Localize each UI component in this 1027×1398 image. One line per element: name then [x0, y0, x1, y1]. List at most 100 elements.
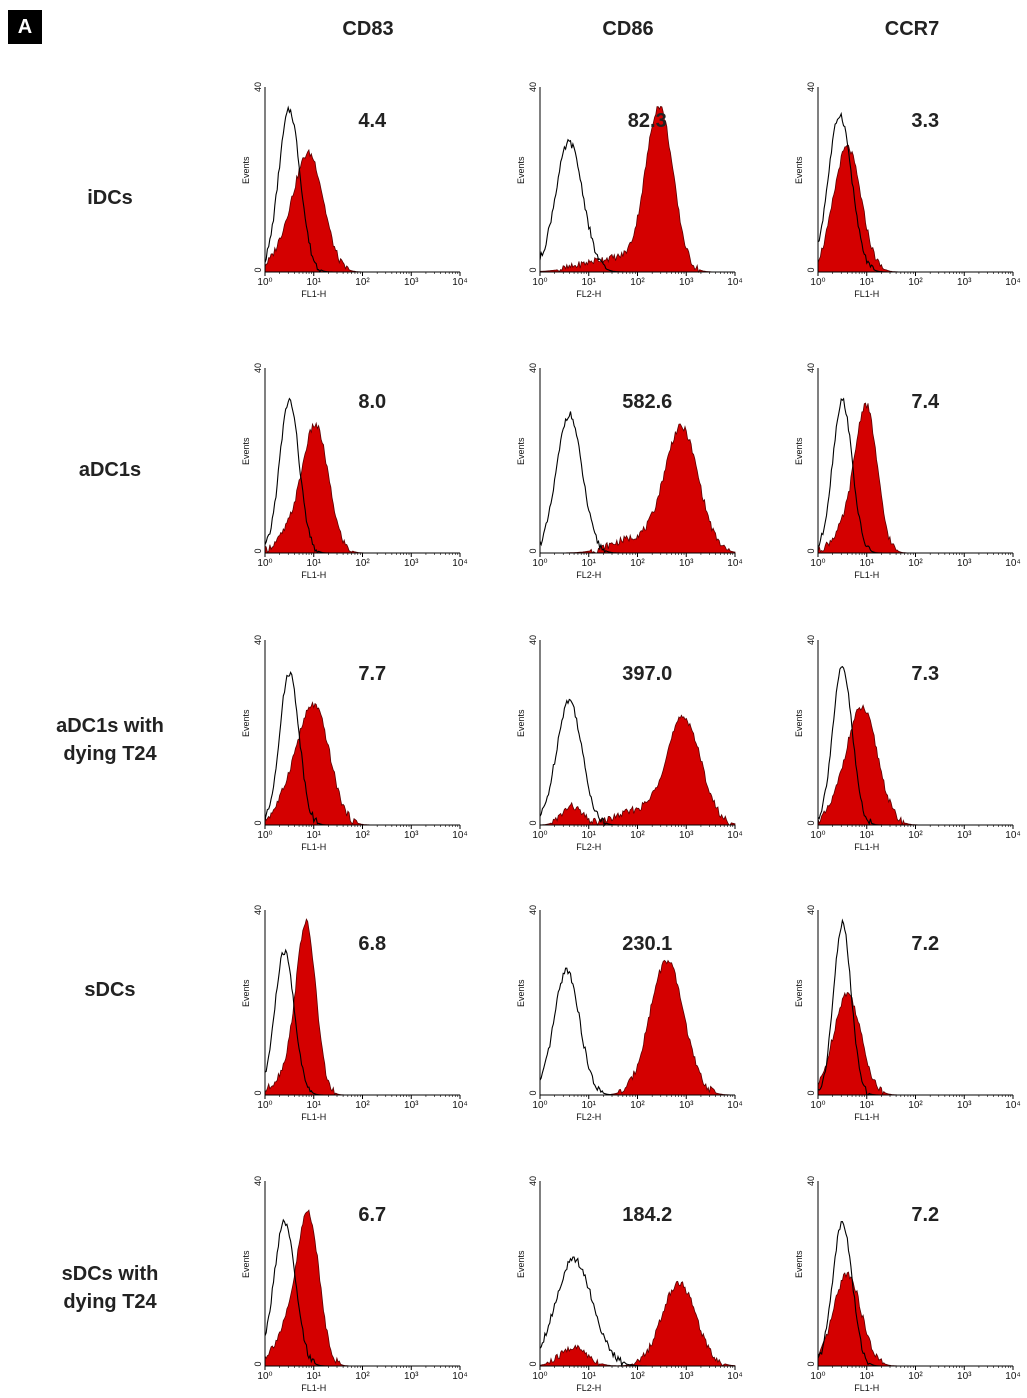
histogram-panel: 10⁰ 10¹ 10² 10³ 10⁴ 40 0 Events FL1-H 7.2 — [794, 1176, 1021, 1393]
stained-histogram — [540, 959, 736, 1096]
x-tick-label: 10³ — [679, 1371, 694, 1382]
histogram-panel: 10⁰ 10¹ 10² 10³ 10⁴ 40 0 Events FL1-H 7.4 — [794, 363, 1021, 580]
row-label-adc1s-dying-t24: aDC1s with dying T24 — [40, 712, 180, 768]
mfi-value: 397.0 — [622, 663, 672, 685]
x-tick-label: 10² — [630, 830, 645, 841]
x-tick-label: 10⁴ — [727, 830, 742, 841]
x-tick-label: 10² — [355, 277, 370, 288]
x-tick-label: 10² — [355, 1100, 370, 1111]
mfi-value: 4.4 — [358, 110, 387, 132]
mfi-value: 184.2 — [622, 1204, 672, 1226]
x-tick-label: 10² — [355, 558, 370, 569]
stained-histogram — [817, 1271, 1013, 1367]
x-tick-label: 10² — [908, 830, 923, 841]
x-axis-label: FL1-H — [301, 1383, 326, 1393]
histogram-panel: 10⁰ 10¹ 10² 10³ 10⁴ 40 0 Events FL2-H 184.2 — [516, 1176, 743, 1393]
x-axis-label: FL1-H — [854, 289, 879, 299]
histogram-panel: 10⁰ 10¹ 10² 10³ 10⁴ 40 0 Events FL1-H 7.2 — [794, 905, 1021, 1122]
x-tick-label: 10³ — [957, 1100, 972, 1111]
y-axis-label: Events — [516, 709, 526, 737]
x-tick-label: 10² — [908, 1371, 923, 1382]
stained-histogram — [264, 701, 460, 826]
x-tick-label: 10⁰ — [532, 830, 547, 841]
stained-histogram — [264, 1209, 460, 1367]
y-tick-label: 0 — [253, 1090, 263, 1095]
stained-histogram — [540, 423, 736, 554]
stained-histogram — [539, 105, 735, 274]
histogram-panel: 10⁰ 10¹ 10² 10³ 10⁴ 40 0 Events FL1-H 7.3 — [794, 635, 1021, 852]
x-tick-label: 10² — [908, 558, 923, 569]
y-tick-label: 0 — [806, 820, 816, 825]
x-tick-label: 10⁴ — [452, 1371, 467, 1382]
y-tick-label: 0 — [806, 267, 816, 272]
histogram-panel: 10⁰ 10¹ 10² 10³ 10⁴ 40 0 Events FL1-H 6.7 — [241, 1176, 468, 1393]
x-tick-label: 10¹ — [582, 558, 597, 569]
x-tick-label: 10⁰ — [810, 277, 825, 288]
y-tick-label: 40 — [528, 905, 538, 915]
y-tick-label: 40 — [253, 363, 263, 373]
y-tick-label: 0 — [528, 267, 538, 272]
y-tick-label: 0 — [528, 1090, 538, 1095]
x-tick-label: 10⁰ — [810, 830, 825, 841]
x-tick-label: 10⁰ — [810, 1100, 825, 1111]
x-tick-label: 10⁰ — [532, 1100, 547, 1111]
y-axis-label: Events — [516, 156, 526, 184]
stained-histogram — [817, 402, 1013, 554]
x-tick-label: 10² — [908, 277, 923, 288]
row-label-line: iDCs — [87, 187, 133, 209]
y-tick-label: 40 — [528, 82, 538, 92]
y-tick-label: 40 — [528, 635, 538, 645]
y-axis-label: Events — [794, 1250, 804, 1278]
x-axis-label: FL1-H — [301, 289, 326, 299]
histogram-panel: 10⁰ 10¹ 10² 10³ 10⁴ 40 0 Events FL2-H 397.0 — [516, 635, 743, 852]
x-tick-label: 10³ — [957, 1371, 972, 1382]
mfi-value: 582.6 — [622, 391, 672, 413]
x-tick-label: 10³ — [404, 830, 419, 841]
y-tick-label: 40 — [806, 905, 816, 915]
panel-label: A — [8, 10, 42, 44]
x-tick-label: 10¹ — [582, 1100, 597, 1111]
y-tick-label: 40 — [253, 635, 263, 645]
x-tick-label: 10³ — [679, 277, 694, 288]
x-axis-label: FL2-H — [576, 570, 601, 580]
x-axis-label: FL2-H — [576, 842, 601, 852]
x-tick-label: 10² — [630, 558, 645, 569]
y-axis-label: Events — [516, 1250, 526, 1278]
row-label-line: aDC1s with — [56, 715, 164, 737]
row-label-line: dying T24 — [63, 1291, 157, 1313]
x-tick-label: 10² — [355, 830, 370, 841]
row-label-line: aDC1s — [78, 459, 142, 481]
y-tick-label: 0 — [806, 1090, 816, 1095]
x-tick-label: 10⁴ — [452, 1100, 467, 1111]
stained-histogram — [264, 421, 460, 554]
histogram-panel: 10⁰ 10¹ 10² 10³ 10⁴ 40 0 Events FL1-H 8.0 — [241, 363, 468, 580]
x-axis-label: FL1-H — [854, 1112, 879, 1122]
row-label-line: sDCs with — [61, 1263, 159, 1285]
mfi-value: 82.3 — [628, 110, 667, 132]
x-tick-label: 10² — [630, 1371, 645, 1382]
mfi-value: 6.7 — [358, 1204, 386, 1226]
x-tick-label: 10⁴ — [727, 277, 742, 288]
x-axis-label: FL1-H — [301, 842, 326, 852]
mfi-value: 8.0 — [358, 391, 386, 413]
x-tick-label: 10³ — [957, 277, 972, 288]
x-tick-label: 10¹ — [307, 277, 322, 288]
x-tick-label: 10² — [630, 1100, 645, 1111]
y-axis-label: Events — [241, 1250, 251, 1278]
stained-histogram — [817, 144, 1013, 273]
y-tick-label: 40 — [806, 363, 816, 373]
y-axis-label: Events — [516, 437, 526, 465]
x-axis-label: FL1-H — [854, 842, 879, 852]
y-tick-label: 0 — [253, 267, 263, 272]
stained-histogram — [539, 1280, 736, 1367]
column-header-cd83: CD83 — [342, 18, 394, 40]
x-tick-label: 10³ — [957, 830, 972, 841]
x-tick-label: 10³ — [404, 277, 419, 288]
x-tick-label: 10⁴ — [727, 1371, 742, 1382]
y-tick-label: 0 — [528, 1361, 538, 1366]
y-tick-label: 0 — [528, 820, 538, 825]
y-axis-label: Events — [794, 156, 804, 184]
y-tick-label: 0 — [253, 1361, 263, 1366]
y-tick-label: 40 — [253, 905, 263, 915]
stained-histogram — [539, 714, 736, 827]
